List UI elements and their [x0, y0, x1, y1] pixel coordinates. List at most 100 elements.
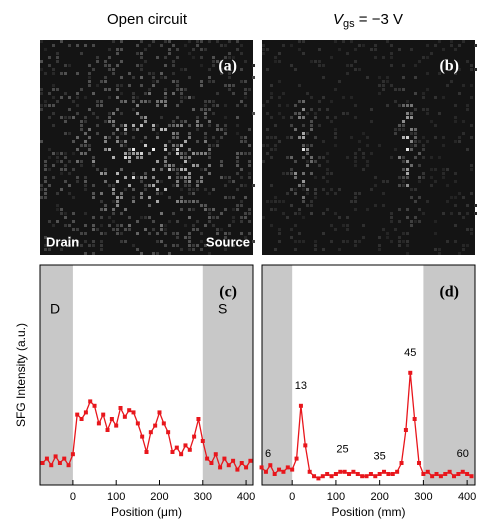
pixel	[136, 104, 139, 107]
pixel	[68, 244, 71, 247]
pixel	[176, 132, 179, 135]
pixel	[406, 216, 409, 219]
pixel	[60, 72, 63, 75]
pixel	[220, 176, 223, 179]
data-point	[294, 456, 299, 461]
pixel	[192, 188, 195, 191]
pixel	[68, 96, 71, 99]
pixel	[64, 216, 67, 219]
pixel	[124, 188, 127, 191]
pixel	[228, 40, 231, 43]
pixel	[108, 224, 111, 227]
pixel	[132, 176, 135, 179]
pixel	[302, 116, 305, 119]
pixel	[172, 212, 175, 215]
pixel	[286, 192, 289, 195]
pixel	[410, 224, 413, 227]
pixel	[310, 156, 313, 159]
pixel	[430, 156, 433, 159]
pixel	[204, 208, 207, 211]
pixel	[116, 48, 119, 51]
data-point	[226, 463, 231, 468]
pixel	[180, 208, 183, 211]
pixel	[228, 176, 231, 179]
frame	[261, 264, 476, 486]
pixel	[314, 60, 317, 63]
pixel	[414, 140, 417, 143]
pixel	[200, 108, 203, 111]
pixel	[362, 156, 365, 159]
pixel	[262, 104, 265, 107]
pixel	[44, 48, 47, 51]
pixel	[474, 68, 477, 71]
pixel	[466, 108, 469, 111]
pixel	[160, 212, 163, 215]
pixel	[386, 80, 389, 83]
pixel	[224, 132, 227, 135]
pixel	[354, 192, 357, 195]
pixel	[48, 116, 51, 119]
pixel	[398, 236, 401, 239]
pixel	[286, 156, 289, 159]
pixel	[40, 60, 43, 63]
pixel	[72, 240, 75, 243]
data-point	[75, 412, 80, 417]
pixel	[398, 128, 401, 131]
pixel	[84, 180, 87, 183]
pixel	[322, 156, 325, 159]
pixel	[140, 40, 143, 43]
pixel	[334, 132, 337, 135]
pixel	[140, 192, 143, 195]
pixel	[112, 132, 115, 135]
pixel	[184, 156, 187, 159]
pixel	[422, 92, 425, 95]
pixel	[382, 80, 385, 83]
pixel	[410, 188, 413, 191]
pixel	[56, 60, 59, 63]
pixel	[426, 140, 429, 143]
pixel	[60, 212, 63, 215]
pixel	[200, 124, 203, 127]
pixel	[100, 172, 103, 175]
pixel	[204, 116, 207, 119]
pixel	[60, 208, 63, 211]
pixel	[156, 188, 159, 191]
pixel	[80, 88, 83, 91]
pixel	[252, 112, 255, 115]
pixel	[196, 128, 199, 131]
pixel	[294, 248, 297, 251]
pixel	[232, 244, 235, 247]
data-point	[390, 472, 395, 476]
pixel	[52, 88, 55, 91]
pixel	[204, 224, 207, 227]
pixel	[426, 56, 429, 59]
pixel	[120, 144, 123, 147]
data-point	[355, 472, 360, 476]
pixel	[438, 40, 441, 43]
pixel	[180, 164, 183, 167]
pixel	[386, 104, 389, 107]
pixel	[132, 244, 135, 247]
pixel	[310, 108, 313, 111]
data-point	[244, 465, 249, 470]
pixel	[188, 96, 191, 99]
pixel	[278, 52, 281, 55]
pixel	[76, 104, 79, 107]
pixel	[176, 116, 179, 119]
pixel	[402, 232, 405, 235]
pixel	[56, 52, 59, 55]
pixel	[120, 76, 123, 79]
pixel	[278, 104, 281, 107]
pixel	[156, 80, 159, 83]
pixel	[442, 48, 445, 51]
pixel	[172, 164, 175, 167]
pixel	[458, 44, 461, 47]
pixel	[358, 240, 361, 243]
pixel	[68, 224, 71, 227]
pixel	[294, 224, 297, 227]
pixel	[128, 224, 131, 227]
pixel	[172, 148, 175, 151]
x-axis-label: Position (mm)	[331, 505, 405, 519]
pixel	[160, 224, 163, 227]
